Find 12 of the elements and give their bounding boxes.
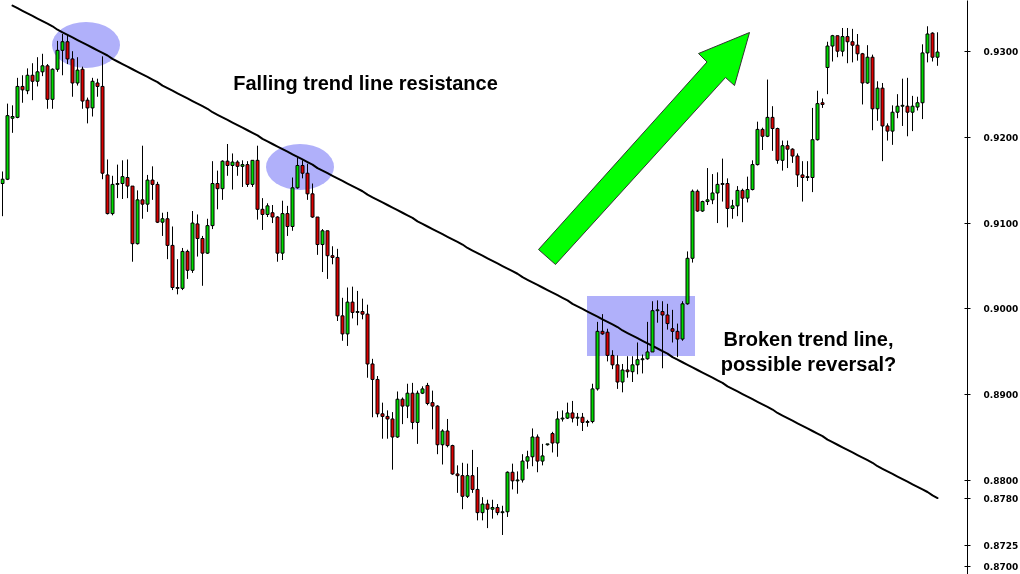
line-series bbox=[11, 4, 939, 500]
y-tick-label: 0.9000 bbox=[983, 304, 1019, 315]
y-tick-label: 0.9300 bbox=[983, 46, 1019, 57]
y-tick-label: 0.8700 bbox=[983, 562, 1019, 573]
y-tick-label: 0.8780 bbox=[983, 493, 1019, 504]
y-tick-label: 0.9200 bbox=[983, 132, 1019, 143]
y-tick-label: 0.8800 bbox=[983, 476, 1019, 487]
annotation: Broken trend line, possible reversal? bbox=[720, 328, 897, 375]
y-tick-label: 0.8725 bbox=[983, 540, 1019, 551]
y-tick-label: 0.8900 bbox=[983, 390, 1019, 401]
y-tick-label: 0.9100 bbox=[983, 218, 1019, 229]
annotation: Falling trend line resistance bbox=[233, 71, 498, 94]
